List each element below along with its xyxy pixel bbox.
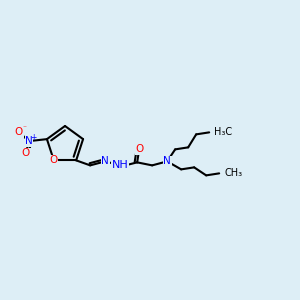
Text: O: O bbox=[50, 155, 58, 165]
Text: O: O bbox=[22, 148, 30, 158]
Text: N: N bbox=[101, 156, 109, 167]
Text: H₃C: H₃C bbox=[214, 128, 232, 137]
Text: +: + bbox=[30, 133, 36, 142]
Text: N: N bbox=[163, 156, 171, 167]
Text: NH: NH bbox=[112, 160, 128, 170]
Text: N: N bbox=[25, 136, 33, 146]
Text: O: O bbox=[15, 127, 23, 137]
Text: ⁻: ⁻ bbox=[23, 124, 27, 133]
Text: O: O bbox=[135, 144, 143, 154]
Text: CH₃: CH₃ bbox=[224, 168, 242, 178]
